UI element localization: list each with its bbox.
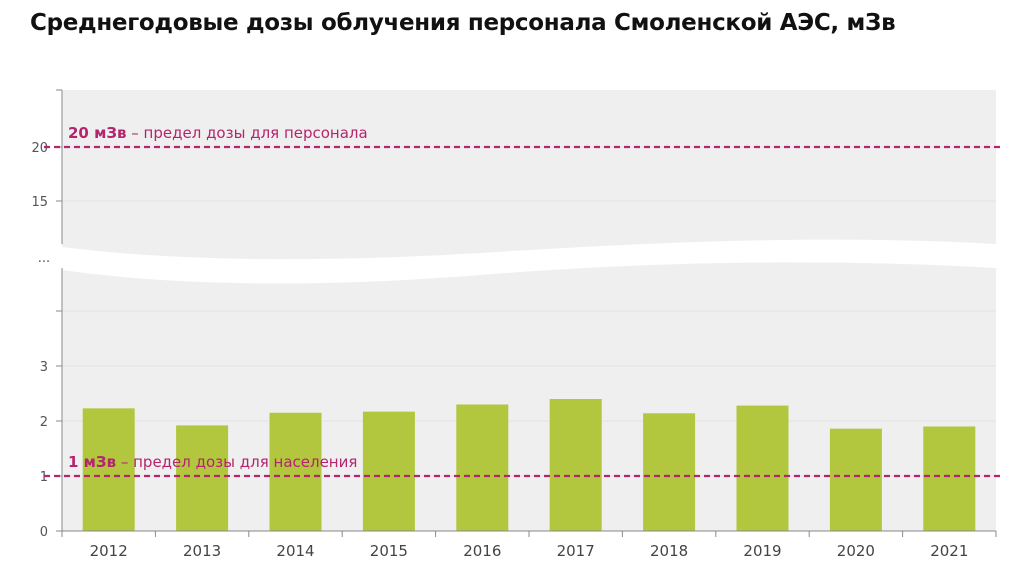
reference-lines: 20 мЗв – предел дозы для персонала 1 мЗв … bbox=[44, 124, 1000, 478]
x-tick-label: 2021 bbox=[930, 542, 968, 560]
y-tick-label: 15 bbox=[31, 195, 48, 210]
reference-label-value: 1 мЗв bbox=[68, 453, 116, 471]
bar bbox=[269, 412, 322, 531]
y-tick-label: 20 bbox=[31, 141, 48, 156]
reference-label: 20 мЗв – предел дозы для персонала bbox=[68, 124, 368, 142]
reference-label-text: – предел дозы для населения bbox=[116, 453, 357, 471]
x-tick-label: 2018 bbox=[650, 542, 688, 560]
reference-label: 1 мЗв – предел дозы для населения bbox=[68, 453, 357, 471]
x-tick-label: 2016 bbox=[463, 542, 501, 560]
axis-break: ... bbox=[38, 239, 996, 284]
x-tick-label: 2015 bbox=[370, 542, 408, 560]
x-tick-label: 2020 bbox=[837, 542, 875, 560]
bar bbox=[923, 426, 976, 531]
bar bbox=[549, 399, 602, 531]
axis-break-band bbox=[62, 239, 996, 284]
x-tick-label: 2013 bbox=[183, 542, 221, 560]
x-tick-label: 2012 bbox=[90, 542, 128, 560]
bar bbox=[829, 428, 882, 531]
bar bbox=[736, 405, 789, 531]
bar bbox=[643, 413, 696, 531]
y-tick-label: 3 bbox=[40, 360, 48, 375]
reference-label-text: – предел дозы для персонала bbox=[127, 124, 368, 142]
bar bbox=[362, 411, 415, 531]
axes: 0 1 2 3 15 20 2012 2013 2014 2015 2016 2017 2018 2019… bbox=[31, 89, 997, 560]
bars bbox=[82, 399, 976, 531]
x-tick-label: 2017 bbox=[557, 542, 595, 560]
bar bbox=[456, 404, 509, 531]
axis-break-marker: ... bbox=[38, 251, 50, 266]
reference-label-value: 20 мЗв bbox=[68, 124, 127, 142]
y-tick-label: 1 bbox=[40, 470, 48, 485]
y-tick-label: 0 bbox=[40, 525, 48, 540]
bar bbox=[176, 425, 229, 531]
chart-title: Среднегодовые дозы облучения персонала С… bbox=[30, 10, 896, 36]
y-tick-label: 2 bbox=[40, 415, 48, 430]
x-tick-label: 2014 bbox=[276, 542, 314, 560]
bar bbox=[82, 408, 135, 531]
x-tick-label: 2019 bbox=[743, 542, 781, 560]
